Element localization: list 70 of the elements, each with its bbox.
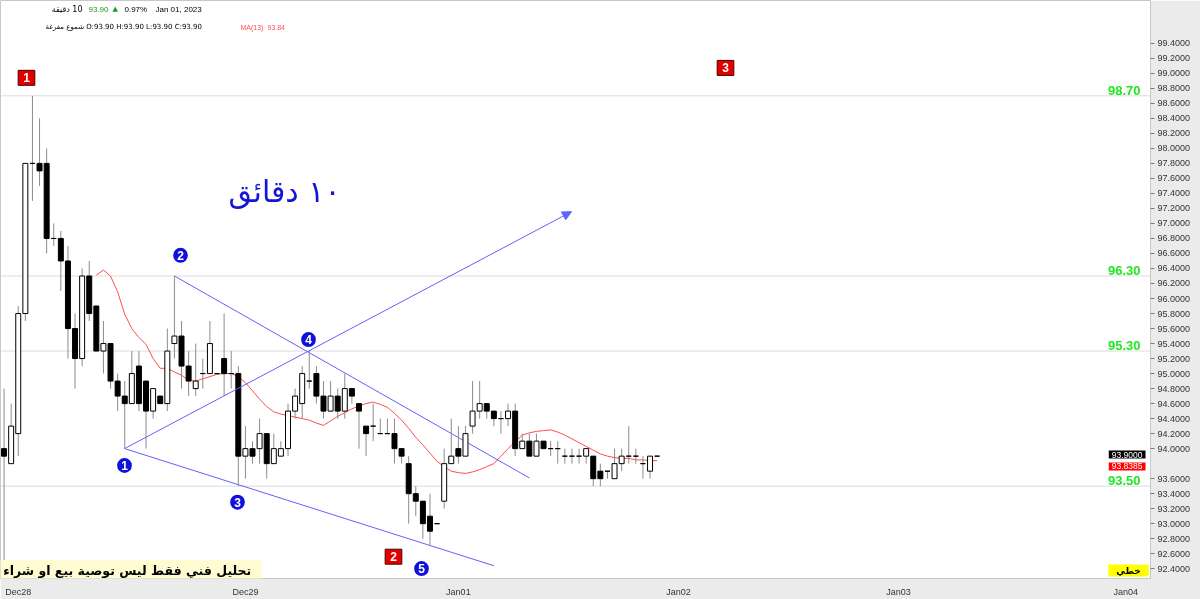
ref-line-label: 96.30 <box>1107 262 1141 278</box>
annotation: 0.97% <box>124 4 148 14</box>
y-tick-label: 94.6000 <box>1157 398 1191 409</box>
x-tick-label: Dec29 <box>232 586 259 597</box>
annotation: 4 <box>305 333 313 348</box>
y-tick-label: 97.4000 <box>1157 188 1191 199</box>
annotation: 5 <box>418 562 426 577</box>
y-tick-label: 95.2000 <box>1157 353 1191 364</box>
annotation: 2 <box>390 550 398 565</box>
y-tick-label: 93.4000 <box>1157 488 1191 499</box>
y-tick-label: 95.8000 <box>1157 308 1191 319</box>
y-tick-label: 93.0000 <box>1157 518 1191 529</box>
y-tick-label: 98.2000 <box>1157 128 1191 139</box>
y-tick-label: 93.6000 <box>1157 473 1191 484</box>
y-tick-label: 92.8000 <box>1157 533 1191 544</box>
y-tick-label: 94.0000 <box>1157 443 1191 454</box>
x-tick-label: Jan01 <box>446 586 471 597</box>
y-tick-label: 97.8000 <box>1157 158 1191 169</box>
y-tick-label: 98.0000 <box>1157 143 1191 154</box>
y-tick-label: 96.8000 <box>1157 233 1191 244</box>
annotation: خطي <box>1116 565 1141 576</box>
y-tick-label: 92.4000 <box>1157 563 1191 574</box>
y-tick-label: 96.4000 <box>1157 263 1191 274</box>
x-tick-label: Jan04 <box>1113 586 1138 597</box>
annotation: 93.9000 <box>1111 449 1143 460</box>
annotation: Jan 01, 2023 <box>155 4 203 14</box>
annotation: تحليل فني فقط ليس توصية بيع او شراء <box>3 563 252 579</box>
y-tick-label: 94.4000 <box>1157 413 1191 424</box>
candlestick <box>370 403 377 442</box>
y-tick-label: 96.0000 <box>1157 293 1191 304</box>
x-tick-label: Dec28 <box>5 586 32 597</box>
annotation: 3 <box>722 61 730 76</box>
ref-line-label: 98.70 <box>1107 82 1141 98</box>
y-tick-label: 95.6000 <box>1157 323 1191 334</box>
y-tick-label: 99.4000 <box>1157 38 1191 49</box>
y-tick-label: 95.0000 <box>1157 368 1191 379</box>
y-tick-label: 94.2000 <box>1157 428 1191 439</box>
y-tick-label: 99.0000 <box>1157 68 1191 79</box>
y-tick-label: 97.6000 <box>1157 173 1191 184</box>
y-tick-label: 99.2000 <box>1157 53 1191 64</box>
annotation: 10 دقيقة <box>51 4 83 14</box>
annotation: 93.8385 <box>1111 461 1143 472</box>
annotation: 2 <box>177 248 185 263</box>
y-tick-label: 93.2000 <box>1157 503 1191 514</box>
y-tick-label: 96.2000 <box>1157 278 1191 289</box>
candlestick <box>356 403 362 450</box>
line-series <box>95 269 658 474</box>
annotation: 93.90 <box>88 4 110 14</box>
y-tick-label: 96.6000 <box>1157 248 1191 259</box>
y-tick-label: 92.6000 <box>1157 548 1191 559</box>
candlestick <box>561 448 568 465</box>
ref-line-label: 95.30 <box>1107 338 1141 354</box>
candlestick <box>568 448 575 465</box>
annotation: 1 <box>23 71 31 86</box>
y-tick-label: 95.4000 <box>1157 338 1191 349</box>
candlestick <box>647 455 654 480</box>
candlestick <box>363 425 370 457</box>
y-tick-label: 98.6000 <box>1157 98 1191 109</box>
x-tick-label: Jan02 <box>666 586 691 597</box>
x-tick-label: Jan03 <box>886 586 911 597</box>
text: ١٠ دقائق <box>228 174 341 210</box>
candlestick <box>221 313 228 397</box>
y-tick-label: 98.4000 <box>1157 113 1191 124</box>
y-tick-label: 97.2000 <box>1157 203 1191 214</box>
y-tick-label: 97.0000 <box>1157 218 1191 229</box>
annotation: 3 <box>234 495 242 510</box>
annotation: 1 <box>121 458 129 473</box>
ref-line-label: 93.50 <box>1107 473 1141 489</box>
y-tick-label: 98.8000 <box>1157 83 1191 94</box>
y-tick-label: 94.8000 <box>1157 383 1191 394</box>
